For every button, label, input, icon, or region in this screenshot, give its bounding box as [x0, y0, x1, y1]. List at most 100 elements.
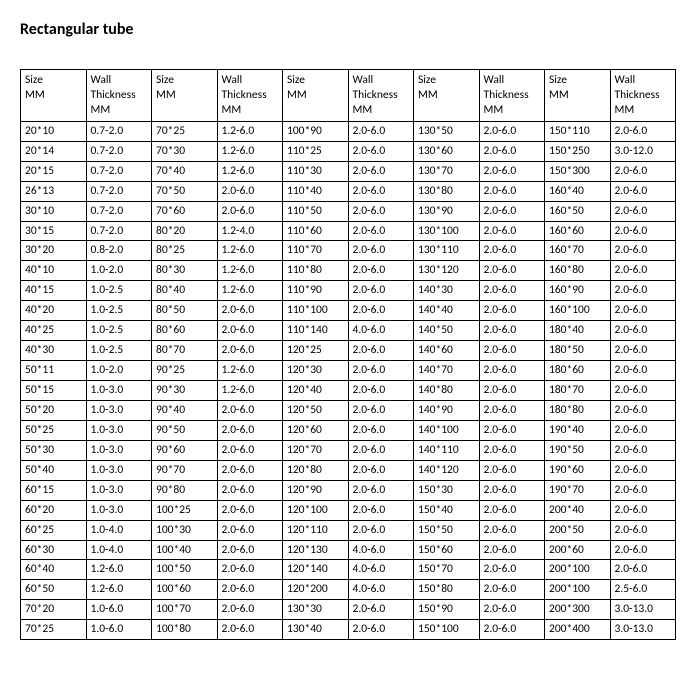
- wall-thickness-cell: 2.0-6.0: [217, 201, 283, 221]
- size-cell: 20*14: [21, 141, 87, 161]
- wall-thickness-cell: 2.0-6.0: [348, 500, 414, 520]
- wall-thickness-cell: 2.0-6.0: [348, 221, 414, 241]
- size-cell: 120*30: [283, 361, 349, 381]
- size-cell: 100*25: [152, 500, 218, 520]
- size-cell: 130*70: [414, 161, 480, 181]
- wall-thickness-cell: 2.0-6.0: [217, 600, 283, 620]
- size-cell: 130*50: [414, 121, 480, 141]
- wall-thickness-cell: 1.0-2.0: [86, 261, 152, 281]
- wall-thickness-cell: 2.0-6.0: [479, 440, 545, 460]
- wall-thickness-cell: 1.0-2.0: [86, 361, 152, 381]
- wall-thickness-cell: 2.0-6.0: [348, 161, 414, 181]
- wall-thickness-cell: 2.0-6.0: [479, 201, 545, 221]
- size-cell: 90*30: [152, 381, 218, 401]
- size-cell: 110*70: [283, 241, 349, 261]
- size-cell: 120*80: [283, 460, 349, 480]
- size-cell: 140*90: [414, 400, 480, 420]
- wall-thickness-cell: 2.0-6.0: [479, 620, 545, 640]
- size-cell: 90*50: [152, 420, 218, 440]
- wall-thickness-cell: 1.0-2.5: [86, 281, 152, 301]
- wall-thickness-cell: 2.0-6.0: [479, 161, 545, 181]
- size-cell: 50*20: [21, 400, 87, 420]
- size-cell: 60*50: [21, 580, 87, 600]
- wall-thickness-cell: 2.0-6.0: [348, 121, 414, 141]
- wall-thickness-cell: 1.0-3.0: [86, 420, 152, 440]
- wall-thickness-cell: 2.0-6.0: [479, 361, 545, 381]
- wall-thickness-cell: 2.0-6.0: [348, 261, 414, 281]
- size-cell: 60*40: [21, 560, 87, 580]
- size-cell: 140*30: [414, 281, 480, 301]
- size-cell: 80*60: [152, 321, 218, 341]
- table-row: 40*301.0-2.580*702.0-6.0120*252.0-6.0140…: [21, 341, 676, 361]
- size-cell: 150*50: [414, 520, 480, 540]
- size-cell: 130*90: [414, 201, 480, 221]
- wall-thickness-cell: 2.0-6.0: [479, 241, 545, 261]
- size-cell: 50*30: [21, 440, 87, 460]
- size-cell: 120*50: [283, 400, 349, 420]
- wall-thickness-cell: 2.0-6.0: [610, 201, 676, 221]
- column-header-size: SizeMM: [283, 70, 349, 122]
- size-cell: 120*70: [283, 440, 349, 460]
- size-cell: 40*10: [21, 261, 87, 281]
- size-cell: 180*40: [545, 321, 611, 341]
- size-cell: 180*60: [545, 361, 611, 381]
- wall-thickness-cell: 2.0-6.0: [610, 161, 676, 181]
- wall-thickness-cell: 2.0-6.0: [348, 480, 414, 500]
- wall-thickness-cell: 4.0-6.0: [348, 540, 414, 560]
- table-row: 30*150.7-2.080*201.2-4.0110*602.0-6.0130…: [21, 221, 676, 241]
- table-row: 70*251.0-6.0100*802.0-6.0130*402.0-6.015…: [21, 620, 676, 640]
- size-cell: 20*15: [21, 161, 87, 181]
- wall-thickness-cell: 2.0-6.0: [217, 400, 283, 420]
- wall-thickness-cell: 2.0-6.0: [348, 620, 414, 640]
- size-cell: 150*110: [545, 121, 611, 141]
- wall-thickness-cell: 2.0-6.0: [610, 321, 676, 341]
- wall-thickness-cell: 2.0-6.0: [348, 600, 414, 620]
- wall-thickness-cell: 2.0-6.0: [610, 540, 676, 560]
- size-cell: 80*20: [152, 221, 218, 241]
- size-cell: 30*15: [21, 221, 87, 241]
- size-cell: 70*40: [152, 161, 218, 181]
- wall-thickness-cell: 2.0-6.0: [348, 361, 414, 381]
- wall-thickness-cell: 2.0-6.0: [610, 480, 676, 500]
- wall-thickness-cell: 1.0-3.0: [86, 440, 152, 460]
- wall-thickness-cell: 1.0-3.0: [86, 500, 152, 520]
- wall-thickness-cell: 2.0-6.0: [479, 580, 545, 600]
- size-cell: 40*25: [21, 321, 87, 341]
- wall-thickness-cell: 1.0-2.5: [86, 341, 152, 361]
- wall-thickness-cell: 2.0-6.0: [479, 301, 545, 321]
- size-cell: 80*25: [152, 241, 218, 261]
- size-cell: 110*100: [283, 301, 349, 321]
- size-cell: 80*50: [152, 301, 218, 321]
- wall-thickness-cell: 1.2-6.0: [86, 560, 152, 580]
- wall-thickness-cell: 0.7-2.0: [86, 201, 152, 221]
- size-cell: 140*80: [414, 381, 480, 401]
- size-cell: 100*90: [283, 121, 349, 141]
- size-cell: 180*70: [545, 381, 611, 401]
- size-cell: 130*80: [414, 181, 480, 201]
- table-row: 50*251.0-3.090*502.0-6.0120*602.0-6.0140…: [21, 420, 676, 440]
- wall-thickness-cell: 2.0-6.0: [479, 420, 545, 440]
- wall-thickness-cell: 2.0-6.0: [610, 221, 676, 241]
- wall-thickness-cell: 3.0-12.0: [610, 141, 676, 161]
- wall-thickness-cell: 2.0-6.0: [348, 381, 414, 401]
- size-cell: 160*70: [545, 241, 611, 261]
- size-cell: 70*50: [152, 181, 218, 201]
- column-header-size: SizeMM: [21, 70, 87, 122]
- size-cell: 190*70: [545, 480, 611, 500]
- size-cell: 200*400: [545, 620, 611, 640]
- table-row: 40*101.0-2.080*301.2-6.0110*802.0-6.0130…: [21, 261, 676, 281]
- size-cell: 110*30: [283, 161, 349, 181]
- size-cell: 60*30: [21, 540, 87, 560]
- size-cell: 150*90: [414, 600, 480, 620]
- table-row: 40*251.0-2.580*602.0-6.0110*1404.0-6.014…: [21, 321, 676, 341]
- wall-thickness-cell: 2.0-6.0: [610, 341, 676, 361]
- wall-thickness-cell: 2.0-6.0: [610, 121, 676, 141]
- wall-thickness-cell: 2.0-6.0: [217, 560, 283, 580]
- size-cell: 20*10: [21, 121, 87, 141]
- wall-thickness-cell: 2.0-6.0: [217, 440, 283, 460]
- wall-thickness-cell: 2.0-6.0: [348, 301, 414, 321]
- size-cell: 130*40: [283, 620, 349, 640]
- size-cell: 110*25: [283, 141, 349, 161]
- wall-thickness-cell: 2.0-6.0: [479, 460, 545, 480]
- size-cell: 110*90: [283, 281, 349, 301]
